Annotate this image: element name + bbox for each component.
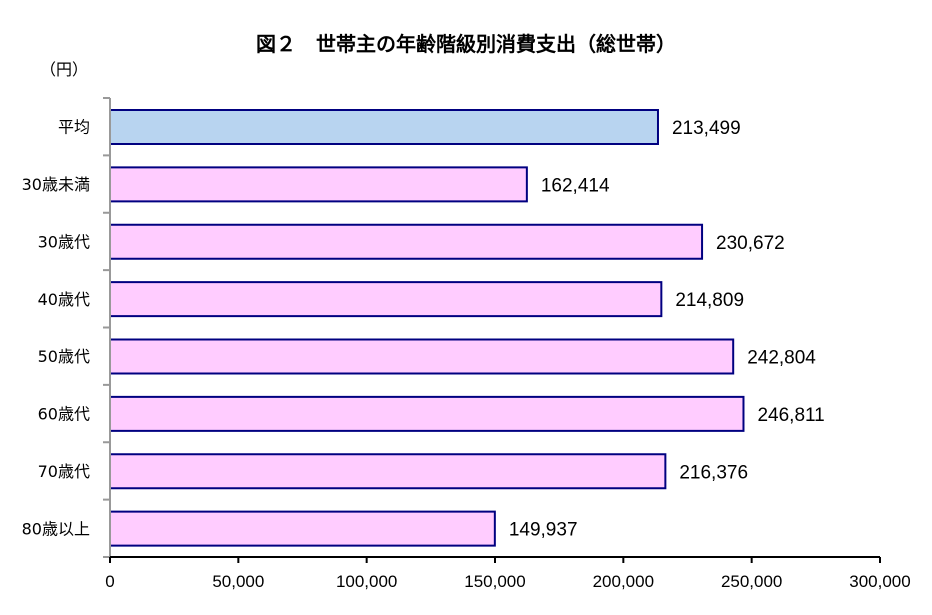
x-tick-label-0: 0 xyxy=(105,572,114,591)
value-label-1: 162,414 xyxy=(541,175,610,196)
value-label-0: 213,499 xyxy=(672,118,741,139)
bar-0 xyxy=(109,109,659,145)
category-label-5: 60歳代 xyxy=(38,405,90,424)
category-label-4: 50歳代 xyxy=(38,347,90,366)
bar-3 xyxy=(109,281,663,318)
bar-4 xyxy=(109,338,735,375)
unit-label: （円） xyxy=(40,60,89,79)
bar-7 xyxy=(109,510,496,547)
value-label-4: 242,804 xyxy=(747,348,816,369)
category-label-3: 40歳代 xyxy=(38,290,90,309)
value-label-6: 216,376 xyxy=(679,462,748,483)
x-tick-label-1: 50,000 xyxy=(212,572,264,591)
x-tick-label-6: 300,000 xyxy=(849,572,910,591)
category-label-0: 平均 xyxy=(58,118,90,137)
value-label-5: 246,811 xyxy=(757,405,824,426)
chart-title: 図２ 世帯主の年齢階級別消費支出（総世帯） xyxy=(256,32,676,56)
category-label-2: 30歳代 xyxy=(38,232,90,251)
bar-5 xyxy=(109,395,745,432)
x-tick-label-2: 100,000 xyxy=(336,572,397,591)
bar-1 xyxy=(109,166,528,203)
category-label-7: 80歳以上 xyxy=(22,519,90,538)
bar-6 xyxy=(109,453,667,490)
category-label-1: 30歳未満 xyxy=(22,175,90,194)
value-label-2: 230,672 xyxy=(716,233,785,254)
x-tick-label-5: 250,000 xyxy=(721,572,782,591)
x-tick-label-3: 150,000 xyxy=(464,572,525,591)
x-tick-label-4: 200,000 xyxy=(593,572,654,591)
category-label-6: 70歳代 xyxy=(38,462,90,481)
value-label-3: 214,809 xyxy=(675,290,744,311)
value-label-7: 149,937 xyxy=(509,520,578,541)
bar-2 xyxy=(109,223,704,260)
